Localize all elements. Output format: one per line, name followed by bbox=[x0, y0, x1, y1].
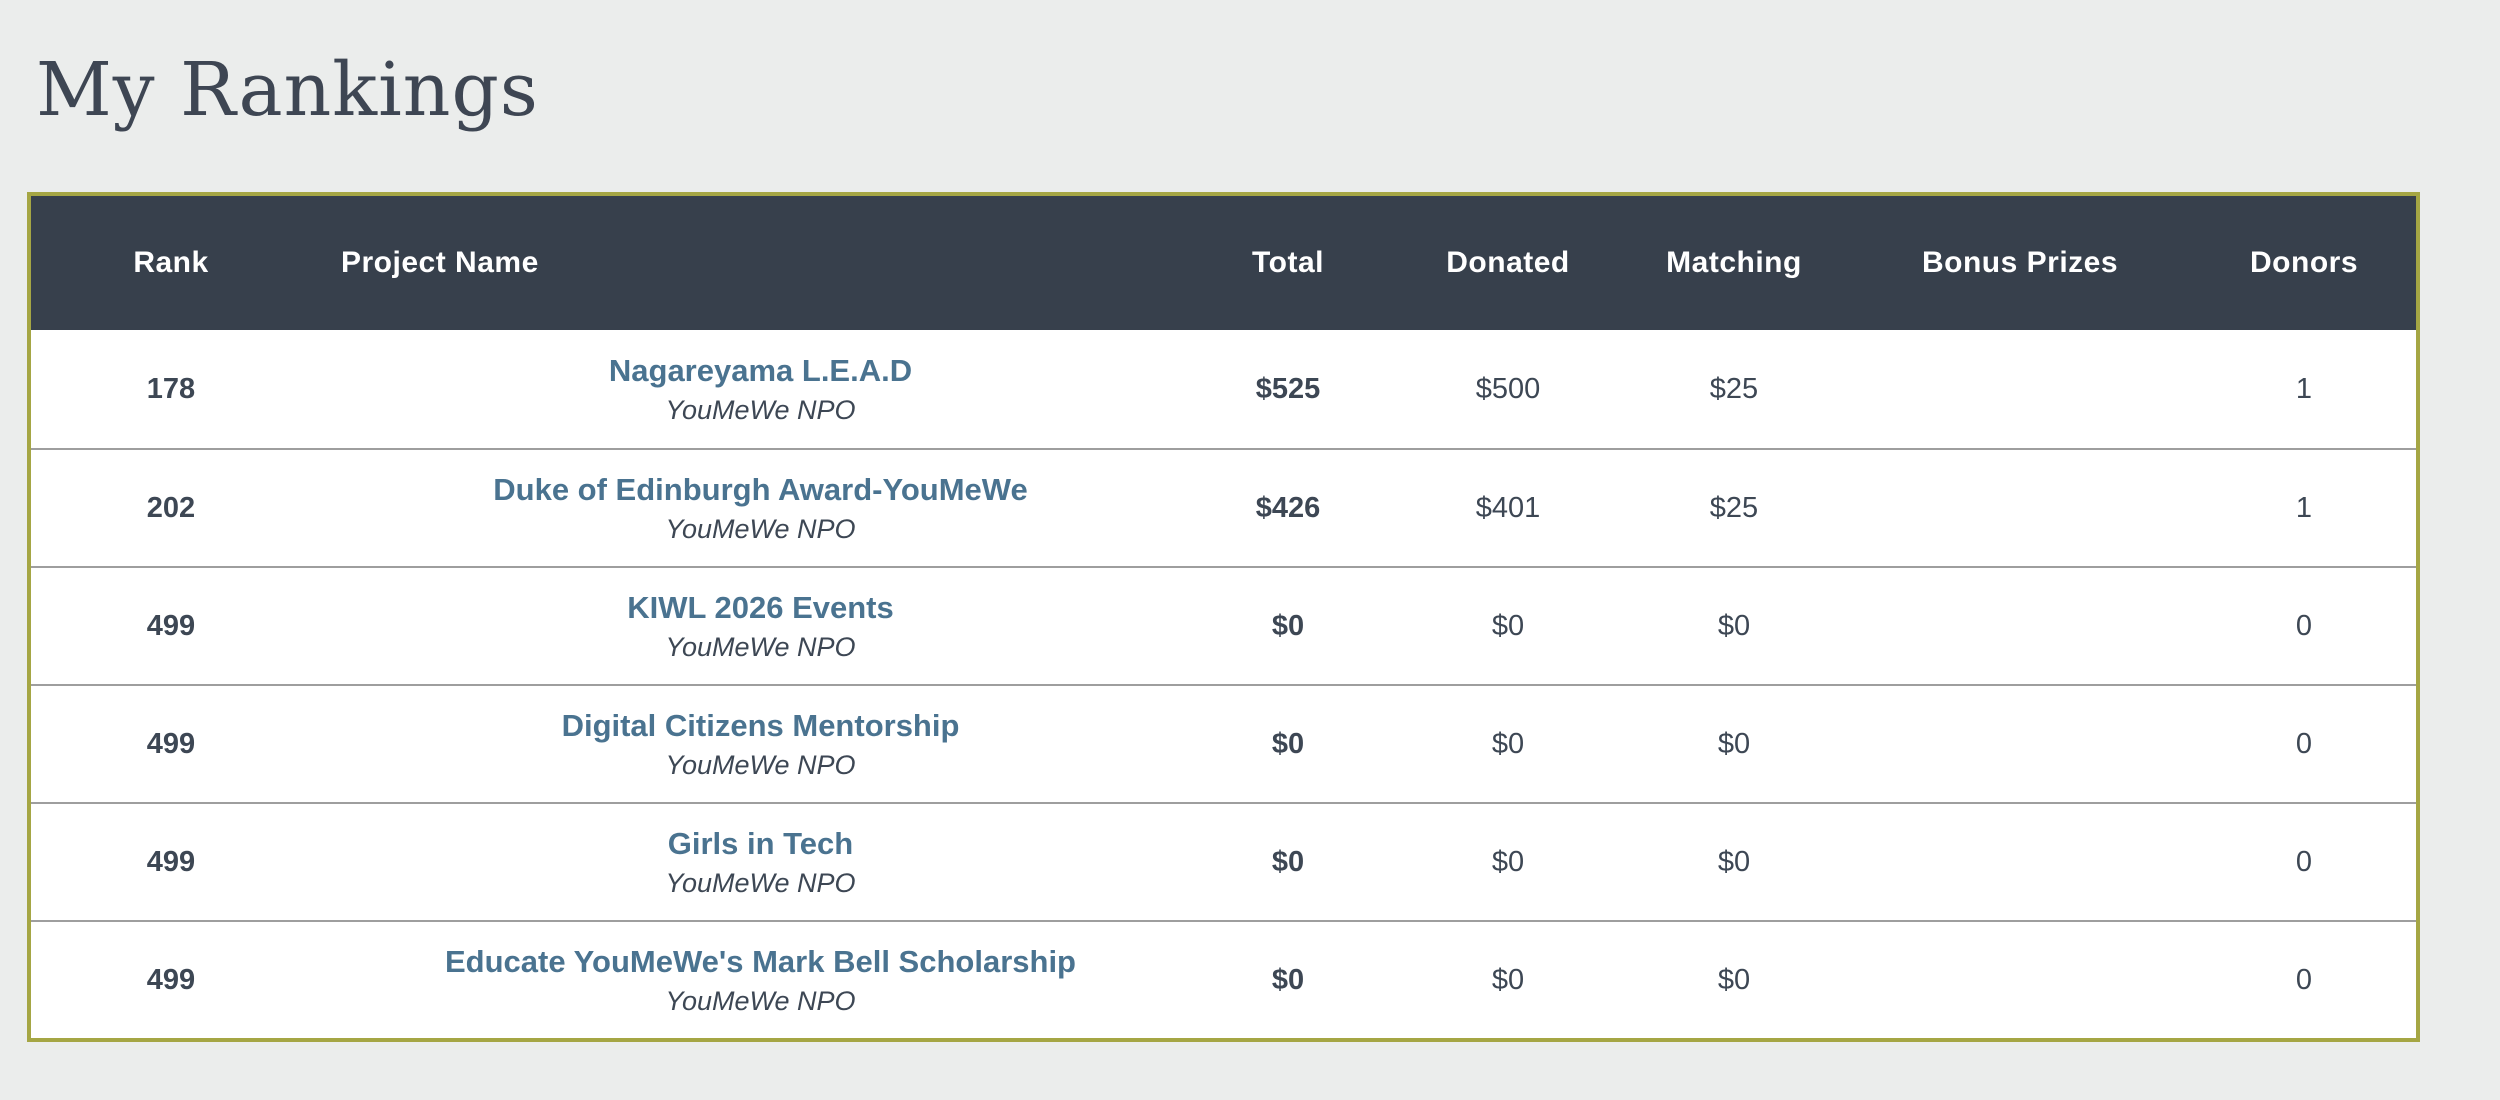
bonus-prizes-cell bbox=[1848, 330, 2192, 448]
donors-cell: 0 bbox=[2192, 802, 2416, 920]
table-row: 499 Digital Citizens Mentorship YouMeWe … bbox=[31, 684, 2416, 802]
donated-cell: $0 bbox=[1396, 920, 1620, 1038]
table-row: 202 Duke of Edinburgh Award-YouMeWe YouM… bbox=[31, 448, 2416, 566]
donors-cell: 1 bbox=[2192, 330, 2416, 448]
donated-cell: $401 bbox=[1396, 448, 1620, 566]
project-org-label: YouMeWe NPO bbox=[665, 986, 856, 1016]
column-header-total: Total bbox=[1180, 196, 1396, 330]
bonus-prizes-cell bbox=[1848, 802, 2192, 920]
matching-cell: $25 bbox=[1620, 448, 1848, 566]
donated-cell: $500 bbox=[1396, 330, 1620, 448]
project-name-link[interactable]: Nagareyama L.E.A.D bbox=[608, 353, 913, 388]
donated-cell: $0 bbox=[1396, 566, 1620, 684]
column-header-donors: Donors bbox=[2192, 196, 2416, 330]
column-header-bonus-prizes: Bonus Prizes bbox=[1848, 196, 2192, 330]
project-org-label: YouMeWe NPO bbox=[665, 395, 856, 425]
bonus-prizes-cell bbox=[1848, 920, 2192, 1038]
project-org-label: YouMeWe NPO bbox=[665, 750, 856, 780]
rankings-table-header: Rank Project Name Total Donated Matching… bbox=[31, 196, 2416, 330]
total-cell: $0 bbox=[1180, 920, 1396, 1038]
donors-cell: 1 bbox=[2192, 448, 2416, 566]
total-cell: $426 bbox=[1180, 448, 1396, 566]
page-title: My Rankings bbox=[36, 47, 539, 133]
project-org-label: YouMeWe NPO bbox=[665, 514, 856, 544]
table-row: 499 Girls in Tech YouMeWe NPO $0 $0 $0 0 bbox=[31, 802, 2416, 920]
project-cell: Digital Citizens Mentorship YouMeWe NPO bbox=[311, 684, 1180, 802]
project-name-link[interactable]: Girls in Tech bbox=[667, 826, 854, 861]
matching-cell: $0 bbox=[1620, 684, 1848, 802]
table-row: 499 KIWL 2026 Events YouMeWe NPO $0 $0 $… bbox=[31, 566, 2416, 684]
project-cell: KIWL 2026 Events YouMeWe NPO bbox=[311, 566, 1180, 684]
column-header-rank: Rank bbox=[31, 196, 311, 330]
project-cell: Nagareyama L.E.A.D YouMeWe NPO bbox=[311, 330, 1180, 448]
bonus-prizes-cell bbox=[1848, 684, 2192, 802]
header-row: Rank Project Name Total Donated Matching… bbox=[31, 196, 2416, 330]
donors-cell: 0 bbox=[2192, 920, 2416, 1038]
rank-cell: 178 bbox=[31, 330, 311, 448]
matching-cell: $25 bbox=[1620, 330, 1848, 448]
rankings-table: Rank Project Name Total Donated Matching… bbox=[27, 192, 2420, 1042]
project-cell: Duke of Edinburgh Award-YouMeWe YouMeWe … bbox=[311, 448, 1180, 566]
rank-cell: 499 bbox=[31, 920, 311, 1038]
project-name-link[interactable]: Duke of Edinburgh Award-YouMeWe bbox=[493, 472, 1028, 507]
column-header-matching: Matching bbox=[1620, 196, 1848, 330]
table-row: 178 Nagareyama L.E.A.D YouMeWe NPO $525 … bbox=[31, 330, 2416, 448]
project-name-link[interactable]: KIWL 2026 Events bbox=[627, 590, 894, 625]
matching-cell: $0 bbox=[1620, 566, 1848, 684]
project-cell: Girls in Tech YouMeWe NPO bbox=[311, 802, 1180, 920]
bonus-prizes-cell bbox=[1848, 448, 2192, 566]
total-cell: $525 bbox=[1180, 330, 1396, 448]
donated-cell: $0 bbox=[1396, 802, 1620, 920]
rank-cell: 499 bbox=[31, 684, 311, 802]
column-header-project: Project Name bbox=[311, 196, 1180, 330]
rank-cell: 499 bbox=[31, 566, 311, 684]
column-header-donated: Donated bbox=[1396, 196, 1620, 330]
total-cell: $0 bbox=[1180, 802, 1396, 920]
project-org-label: YouMeWe NPO bbox=[665, 868, 856, 898]
project-name-link[interactable]: Educate YouMeWe's Mark Bell Scholarship bbox=[444, 944, 1076, 979]
bonus-prizes-cell bbox=[1848, 566, 2192, 684]
total-cell: $0 bbox=[1180, 684, 1396, 802]
rankings-table-body: 178 Nagareyama L.E.A.D YouMeWe NPO $525 … bbox=[31, 330, 2416, 1038]
project-cell: Educate YouMeWe's Mark Bell Scholarship … bbox=[311, 920, 1180, 1038]
rank-cell: 202 bbox=[31, 448, 311, 566]
total-cell: $0 bbox=[1180, 566, 1396, 684]
donors-cell: 0 bbox=[2192, 566, 2416, 684]
project-name-link[interactable]: Digital Citizens Mentorship bbox=[561, 708, 960, 743]
project-org-label: YouMeWe NPO bbox=[665, 632, 856, 662]
table-row: 499 Educate YouMeWe's Mark Bell Scholars… bbox=[31, 920, 2416, 1038]
matching-cell: $0 bbox=[1620, 920, 1848, 1038]
rank-cell: 499 bbox=[31, 802, 311, 920]
donors-cell: 0 bbox=[2192, 684, 2416, 802]
matching-cell: $0 bbox=[1620, 802, 1848, 920]
donated-cell: $0 bbox=[1396, 684, 1620, 802]
